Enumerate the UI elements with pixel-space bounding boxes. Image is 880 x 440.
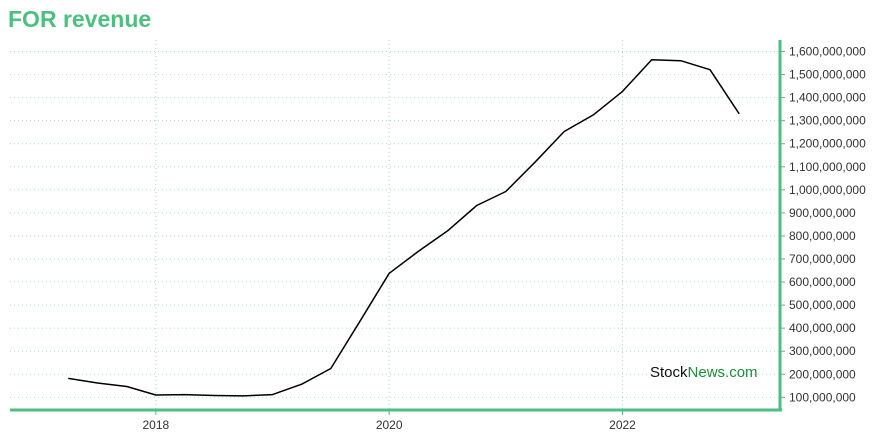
y-tick-label: 300,000,000 bbox=[789, 344, 856, 358]
y-tick-label: 1,100,000,000 bbox=[789, 160, 866, 174]
x-tick-label: 2022 bbox=[609, 418, 636, 432]
revenue-series-line bbox=[68, 59, 740, 397]
y-tick-label: 400,000,000 bbox=[789, 321, 856, 335]
y-tick-label: 1,300,000,000 bbox=[789, 114, 866, 128]
y-tick-label: 1,500,000,000 bbox=[789, 68, 866, 82]
y-tick-label: 1,400,000,000 bbox=[789, 91, 866, 105]
y-tick-label: 600,000,000 bbox=[789, 275, 856, 289]
y-tick-label: 1,200,000,000 bbox=[789, 137, 866, 151]
grid-lines bbox=[10, 40, 780, 410]
y-tick-label: 900,000,000 bbox=[789, 206, 856, 220]
chart-title: FOR revenue bbox=[8, 6, 152, 32]
y-tick-label: 1,600,000,000 bbox=[789, 45, 866, 59]
stocknews-watermark: StockNews.com bbox=[650, 364, 758, 381]
y-tick-label: 200,000,000 bbox=[789, 367, 856, 381]
watermark-stock: Stock bbox=[650, 364, 688, 381]
y-tick-label: 1,000,000,000 bbox=[789, 183, 866, 197]
y-tick-label: 500,000,000 bbox=[789, 298, 856, 312]
y-tick-label: 100,000,000 bbox=[789, 390, 856, 404]
axes bbox=[10, 40, 785, 415]
series-layer bbox=[68, 59, 740, 397]
y-tick-label: 800,000,000 bbox=[789, 229, 856, 243]
y-tick-label: 700,000,000 bbox=[789, 252, 856, 266]
tick-labels: 100,000,000 200,000,000 300,000,000 400,000… bbox=[142, 45, 866, 432]
watermark-news: News.com bbox=[687, 364, 758, 381]
x-tick-label: 2018 bbox=[142, 418, 169, 432]
x-tick-label: 2020 bbox=[376, 418, 403, 432]
